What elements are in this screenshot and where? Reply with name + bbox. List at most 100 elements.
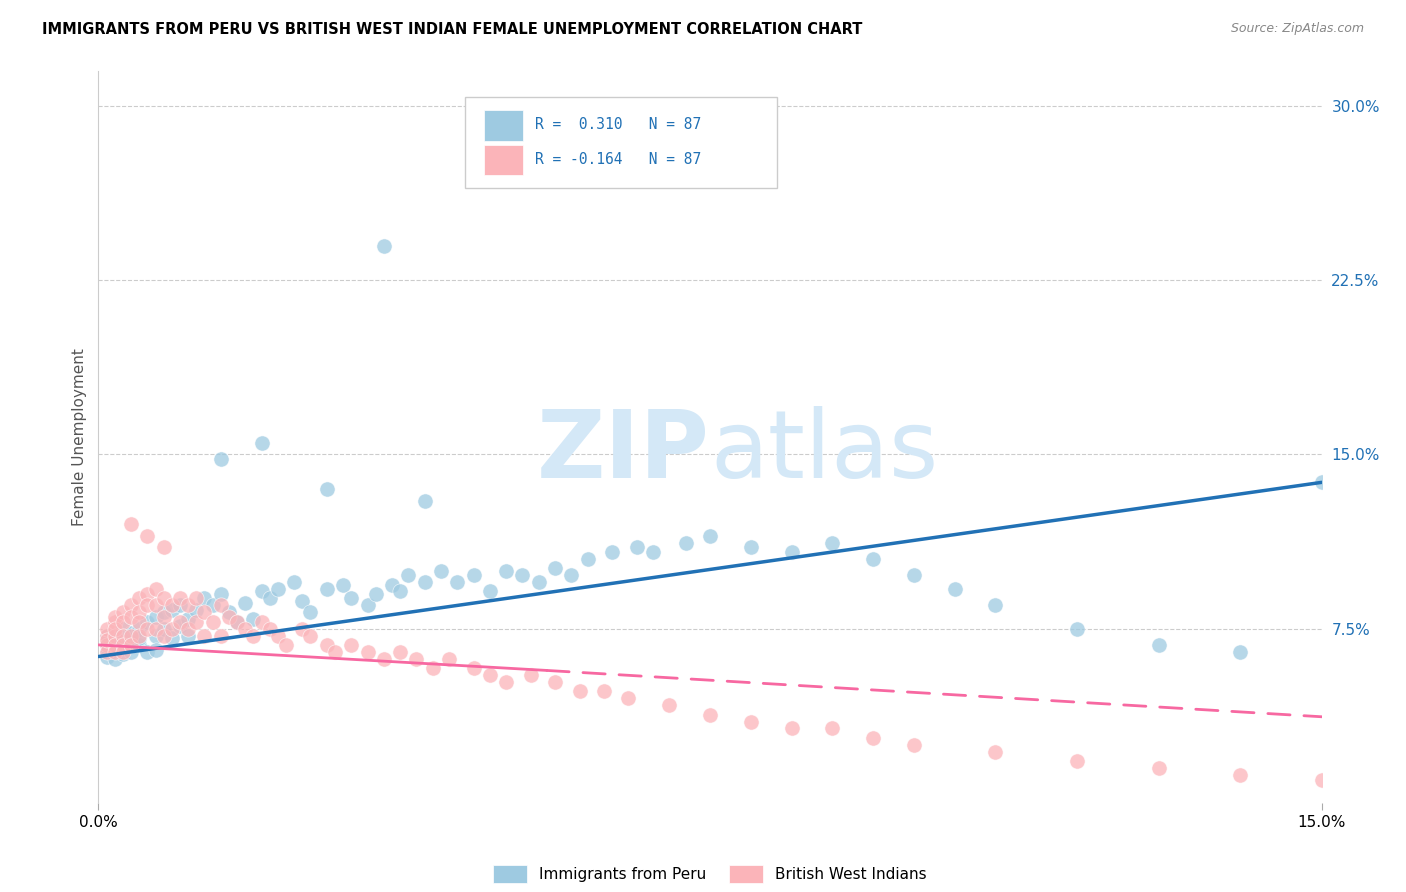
- Point: [209, 599, 232, 613]
- Point: [201, 599, 224, 613]
- Point: [136, 645, 159, 659]
- Point: [373, 238, 395, 252]
- Point: [226, 615, 249, 629]
- Text: R = -0.164   N = 87: R = -0.164 N = 87: [536, 152, 702, 167]
- Point: [152, 622, 174, 636]
- Point: [267, 582, 290, 597]
- FancyBboxPatch shape: [465, 97, 778, 188]
- Point: [218, 606, 240, 620]
- Point: [658, 698, 681, 713]
- Point: [821, 722, 844, 736]
- Point: [128, 638, 150, 652]
- Point: [111, 629, 134, 643]
- Point: [104, 633, 127, 648]
- Point: [145, 629, 167, 643]
- Point: [903, 568, 925, 582]
- Point: [152, 610, 174, 624]
- Point: [641, 545, 664, 559]
- Point: [136, 622, 159, 636]
- Point: [373, 652, 395, 666]
- Point: [186, 615, 208, 629]
- Point: [242, 612, 264, 626]
- Point: [437, 652, 460, 666]
- Point: [104, 645, 127, 659]
- Point: [111, 647, 134, 661]
- Point: [128, 629, 150, 643]
- Point: [120, 610, 142, 624]
- Point: [120, 645, 142, 659]
- Point: [315, 582, 337, 597]
- Point: [104, 645, 127, 659]
- Point: [96, 649, 118, 664]
- Point: [1066, 754, 1088, 768]
- Point: [160, 622, 183, 636]
- Point: [128, 622, 150, 636]
- Point: [96, 622, 118, 636]
- Point: [104, 642, 127, 657]
- Point: [145, 610, 167, 624]
- Text: atlas: atlas: [710, 406, 938, 498]
- Point: [323, 645, 346, 659]
- Point: [128, 606, 150, 620]
- Point: [111, 638, 134, 652]
- Point: [984, 745, 1007, 759]
- Point: [193, 591, 215, 606]
- Point: [593, 684, 616, 698]
- FancyBboxPatch shape: [484, 145, 523, 175]
- Point: [193, 606, 215, 620]
- Point: [821, 535, 844, 549]
- Point: [381, 577, 404, 591]
- Point: [104, 629, 127, 643]
- Point: [193, 629, 215, 643]
- Point: [495, 675, 517, 690]
- Text: IMMIGRANTS FROM PERU VS BRITISH WEST INDIAN FEMALE UNEMPLOYMENT CORRELATION CHAR: IMMIGRANTS FROM PERU VS BRITISH WEST IND…: [42, 22, 862, 37]
- Point: [699, 529, 721, 543]
- Point: [111, 615, 134, 629]
- Point: [186, 603, 208, 617]
- Point: [120, 626, 142, 640]
- Point: [1229, 768, 1251, 782]
- Point: [250, 615, 273, 629]
- Point: [145, 582, 167, 597]
- Point: [291, 594, 314, 608]
- Point: [96, 633, 118, 648]
- Point: [120, 599, 142, 613]
- Point: [340, 591, 363, 606]
- Point: [413, 575, 436, 590]
- Point: [218, 610, 240, 624]
- Point: [495, 564, 517, 578]
- Point: [299, 629, 322, 643]
- Point: [274, 638, 297, 652]
- Point: [1310, 772, 1333, 787]
- Point: [544, 675, 567, 690]
- Point: [299, 606, 322, 620]
- Point: [291, 622, 314, 636]
- Point: [242, 629, 264, 643]
- Point: [478, 584, 501, 599]
- Point: [128, 631, 150, 645]
- Point: [152, 606, 174, 620]
- Point: [128, 615, 150, 629]
- Y-axis label: Female Unemployment: Female Unemployment: [72, 348, 87, 526]
- Point: [315, 483, 337, 497]
- Point: [340, 638, 363, 652]
- Point: [120, 629, 142, 643]
- Point: [422, 661, 444, 675]
- Point: [111, 622, 134, 636]
- Point: [145, 642, 167, 657]
- Point: [145, 599, 167, 613]
- Point: [332, 577, 354, 591]
- Point: [600, 545, 623, 559]
- Point: [675, 535, 697, 549]
- Point: [267, 629, 290, 643]
- Point: [519, 668, 541, 682]
- Point: [104, 610, 127, 624]
- Point: [943, 582, 966, 597]
- Point: [1147, 761, 1170, 775]
- Point: [152, 629, 174, 643]
- Text: Source: ZipAtlas.com: Source: ZipAtlas.com: [1230, 22, 1364, 36]
- Point: [152, 541, 174, 555]
- Point: [160, 631, 183, 645]
- Point: [1310, 475, 1333, 490]
- Point: [128, 591, 150, 606]
